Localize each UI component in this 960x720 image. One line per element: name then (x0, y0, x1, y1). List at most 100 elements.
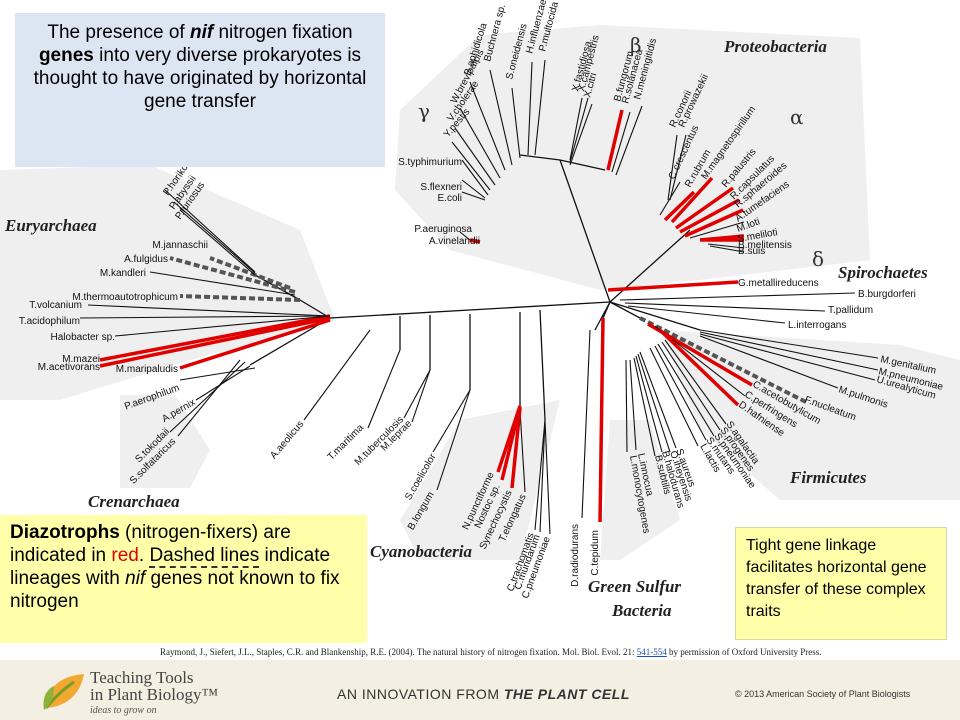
taxon-label: T.volcanium (29, 300, 82, 311)
branch-black (699, 331, 879, 371)
internal-branch (594, 301, 611, 331)
citation-text: Raymond, J., Siefert, J.L., Staples, C.R… (160, 647, 637, 657)
alpha-label: α (790, 105, 804, 129)
branch-red (658, 328, 740, 407)
group-label-bacteria: Bacteria (611, 601, 672, 620)
branch-black (114, 315, 331, 337)
internal-branch (539, 309, 546, 421)
group-label-crenarchaea: Crenarchaea (88, 492, 180, 511)
legend-nif: nif (125, 568, 146, 589)
intro-nif: nif (189, 22, 214, 43)
legend-red-word: red (111, 545, 139, 566)
green-sulfur-region (600, 420, 680, 560)
proteobacteria-region (395, 25, 870, 290)
branch-black (657, 343, 715, 437)
taxon-label: S.flexneri (420, 182, 462, 193)
taxon-label: B.burgdorferi (858, 289, 916, 300)
cyanobacteria-region (400, 400, 560, 560)
branch-black (633, 357, 656, 457)
taxon-label: M.mazei (62, 354, 100, 365)
branch-black (699, 329, 879, 359)
branch-black (177, 359, 241, 437)
citation-suffix: by permission of Oxford University Press… (666, 647, 822, 657)
branch-dashed (169, 256, 296, 294)
branch-black (179, 367, 256, 381)
branch-black (149, 271, 296, 296)
copyright: © 2013 American Society of Plant Biologi… (735, 689, 911, 699)
taxon-label: P.aeruginosa (414, 224, 472, 235)
firmicutes-region (660, 330, 960, 500)
legend-text-4: genes not known to fix nitrogen (10, 568, 340, 612)
taxon-label: L.interrogans (788, 320, 846, 331)
branch-black (649, 347, 699, 447)
branch-black (303, 329, 371, 421)
branch-red (510, 407, 522, 489)
branch-black (707, 243, 745, 249)
beta-label: β (630, 33, 642, 57)
branch-black (581, 329, 591, 519)
intro-textbox: The presence of nif nitrogen fixation ge… (15, 13, 385, 167)
branch-black (436, 389, 471, 491)
branch-black (195, 365, 251, 401)
taxon-label: T.pallidum (828, 305, 873, 316)
branch-black (534, 419, 546, 531)
branch-black (403, 369, 431, 419)
branch-red (99, 314, 331, 362)
branch-dashed (639, 316, 807, 404)
innovation-line: AN INNOVATION FROM THE PLANT CELL (337, 686, 630, 702)
legend-text-2: . (138, 545, 150, 566)
internal-branch (559, 159, 606, 171)
branch-black (699, 333, 876, 381)
citation-link[interactable]: 541-554 (636, 647, 667, 657)
brand-tagline: ideas to grow on (90, 705, 157, 716)
internal-branch (609, 301, 641, 319)
leaf-logo-icon (43, 674, 84, 710)
taxon-label: M.kandleri (100, 268, 146, 279)
taxon-label: M.acetivorans (38, 362, 100, 373)
taxon-label: B.melitensis (738, 240, 792, 251)
branch-red (679, 198, 740, 234)
branch-black (459, 231, 471, 241)
group-label-cyanobacteria: Cyanobacteria (370, 542, 472, 561)
taxon-label: C.tepidum (590, 530, 601, 576)
branch-black (664, 339, 727, 425)
taxon-label: M.maripaludis (116, 364, 178, 375)
branch-black (659, 181, 681, 216)
branch-black (639, 351, 677, 449)
branch-black (629, 359, 637, 451)
branch-red (674, 186, 735, 230)
taxon-label: G.metallireducens (738, 278, 819, 289)
intro-text-2: nitrogen fixation (213, 22, 353, 43)
branch-black (635, 355, 663, 453)
branch-black (169, 361, 246, 433)
branch-black (699, 335, 839, 389)
branch-black (569, 97, 583, 161)
branch-black (511, 87, 521, 159)
group-label-euryarchaea: Euryarchaea (4, 216, 97, 235)
branch-black (173, 201, 256, 274)
branch-red (496, 405, 522, 473)
taxon-label: E.coli (438, 193, 462, 204)
branch-red (684, 208, 744, 238)
branch-red (663, 190, 696, 222)
branch-red (179, 318, 331, 370)
legend-text-1: (nitrogen-fixers) are indicated in (10, 522, 291, 566)
taxon-label: A.fulgidus (124, 254, 168, 265)
branch-black (469, 81, 506, 171)
citation: Raymond, J., Siefert, J.L., Staples, C.R… (160, 647, 822, 657)
linkage-note: Tight gene linkage facilitates horizonta… (735, 527, 947, 640)
branch-black (637, 353, 671, 453)
taxon-label: D.radiodurans (570, 524, 581, 587)
branch-black (461, 191, 486, 201)
branch-black (569, 103, 593, 166)
branch-black (669, 134, 687, 201)
branch-black (451, 141, 491, 191)
taxon-label: M.thermoautotrophicum (72, 292, 178, 303)
branch-black (489, 69, 513, 166)
innovation-journal: THE PLANT CELL (503, 686, 630, 702)
internal-branch (559, 159, 611, 303)
innovation-prefix: AN INNOVATION FROM (337, 686, 504, 702)
branch-red (469, 238, 481, 244)
internal-branch (329, 301, 611, 319)
